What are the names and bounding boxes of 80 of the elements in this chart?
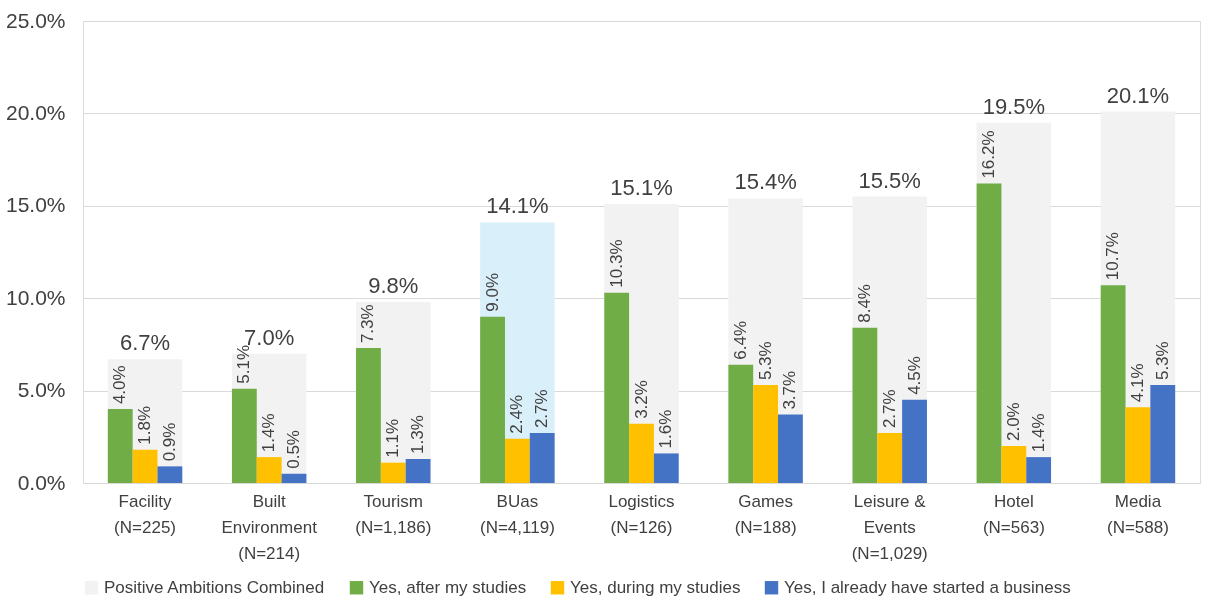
data-label: 15.5% [858, 167, 921, 193]
data-label: 7.3% [358, 304, 378, 344]
bar [504, 438, 530, 483]
x-tick-label: Built Environment (N=214) [221, 491, 318, 563]
bar [157, 466, 183, 483]
bar [852, 327, 878, 483]
bar [653, 453, 679, 483]
legend-label: Yes, I already have started a business [784, 577, 1071, 597]
data-label: 6.7% [119, 330, 171, 356]
y-tick-label: 15.0% [5, 193, 66, 217]
data-label: 5.3% [1152, 341, 1172, 381]
data-label: 9.0% [482, 272, 502, 312]
data-label: 19.5% [982, 93, 1046, 119]
bar [629, 423, 654, 483]
x-tick-label: BUas (N=4,119) [479, 491, 555, 537]
data-label: 5.3% [755, 341, 775, 381]
data-label: 2.4% [507, 394, 527, 434]
data-label: 1.6% [656, 409, 676, 449]
x-tick-label: Leisure & Events (N=1,029) [851, 491, 928, 563]
bar [1100, 285, 1126, 483]
legend-label: Yes, during my studies [570, 577, 741, 597]
bar [902, 399, 927, 483]
bar [728, 364, 754, 483]
data-label: 10.7% [1103, 232, 1123, 281]
bar [132, 449, 158, 483]
data-label: 1.3% [408, 415, 428, 454]
bar [529, 433, 555, 483]
data-label: 1.4% [259, 413, 279, 453]
bar [778, 414, 803, 483]
data-label: 2.7% [879, 389, 899, 429]
x-tick-label: Games (N=188) [734, 491, 797, 537]
data-label: 9.8% [368, 272, 419, 298]
data-label: 16.2% [979, 130, 999, 179]
data-label: 4.1% [1127, 363, 1147, 403]
data-label: 20.1% [1106, 82, 1170, 108]
x-tick-label: Media (N=588) [1107, 491, 1169, 537]
data-label: 1.1% [383, 418, 403, 458]
data-label: 1.8% [135, 405, 155, 445]
legend-label: Positive Ambitions Combined [104, 577, 325, 597]
y-tick-label: 5.0% [17, 378, 66, 402]
bar [256, 457, 282, 483]
bar [753, 385, 779, 483]
bar [356, 348, 381, 483]
data-label: 4.0% [110, 365, 130, 405]
bar [877, 433, 903, 483]
bar [405, 458, 431, 483]
bar [107, 409, 133, 483]
y-tick-label: 10.0% [5, 285, 66, 309]
bar [1125, 407, 1151, 483]
bar [1026, 457, 1052, 483]
bar [604, 292, 630, 483]
bar [231, 388, 257, 483]
data-label: 1.4% [1028, 413, 1048, 453]
bar [1001, 446, 1027, 483]
x-tick-label: Hotel (N=563) [982, 491, 1045, 537]
legend-label: Yes, after my studies [369, 577, 527, 597]
bar [380, 462, 406, 483]
bar [976, 183, 1002, 483]
data-label: 15.4% [734, 169, 797, 195]
bar [480, 316, 505, 483]
bar [281, 473, 307, 483]
y-tick-label: 20.0% [5, 100, 66, 124]
data-label: 0.9% [159, 422, 179, 462]
data-label: 14.1% [486, 193, 549, 219]
data-label: 6.4% [730, 320, 750, 360]
data-label: 15.1% [610, 174, 673, 200]
data-label: 0.5% [283, 430, 303, 469]
data-label: 3.2% [631, 380, 651, 419]
x-tick-label: Tourism (N=1,186) [355, 491, 432, 537]
data-label: 8.4% [854, 284, 874, 323]
bar [1150, 385, 1176, 483]
data-label: 10.3% [606, 239, 626, 288]
y-tick-label: 25.0% [5, 8, 66, 32]
x-tick-label: Facility (N=225) [114, 491, 176, 537]
x-tick-label: Logistics (N=126) [608, 491, 675, 537]
data-label: 3.7% [780, 370, 800, 410]
data-label: 4.5% [904, 356, 924, 395]
data-label: 2.0% [1003, 402, 1023, 442]
y-tick-label: 0.0% [17, 470, 66, 494]
data-label: 2.7% [532, 389, 552, 429]
